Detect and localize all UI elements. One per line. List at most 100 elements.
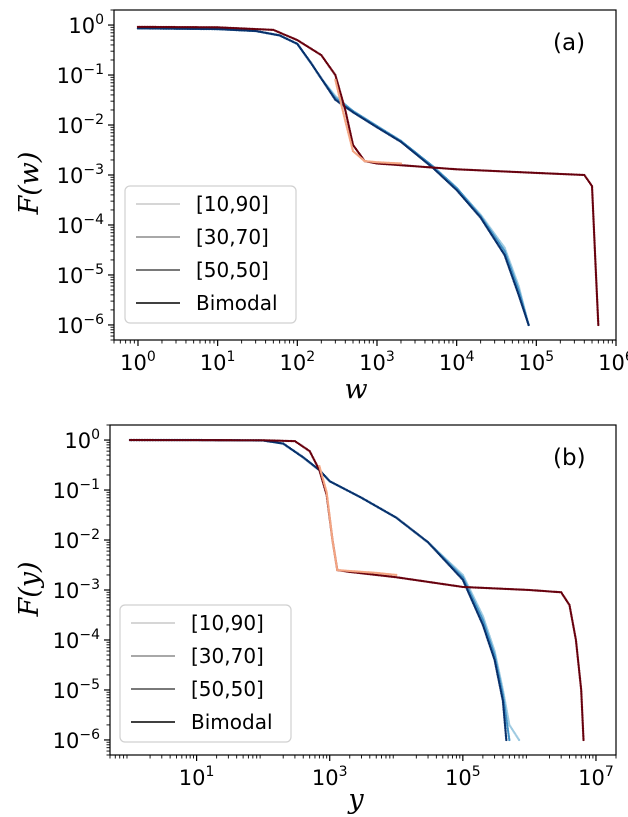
data-layer-a bbox=[136, 25, 600, 327]
x-tick-label: 103 bbox=[359, 349, 395, 375]
data-point bbox=[164, 438, 167, 442]
data-point bbox=[233, 439, 236, 442]
x-tick-label: 105 bbox=[445, 764, 481, 790]
y-tick-label: 10−2 bbox=[53, 527, 100, 553]
legend-label-bimodal-a: Bimodal bbox=[196, 291, 278, 315]
data-point bbox=[581, 721, 584, 724]
y-axis-label-a: F(w) bbox=[14, 152, 45, 216]
data-point bbox=[214, 26, 218, 29]
data-point bbox=[591, 202, 594, 205]
y-tick-label: 10−5 bbox=[57, 262, 104, 288]
data-point bbox=[581, 719, 584, 722]
data-point bbox=[593, 242, 596, 246]
data-point bbox=[189, 27, 192, 30]
data-point bbox=[581, 724, 584, 727]
y-tick-label: 10−3 bbox=[57, 162, 104, 188]
data-point bbox=[140, 25, 143, 29]
data-point bbox=[159, 25, 162, 29]
data-point bbox=[257, 439, 260, 442]
data-point bbox=[135, 438, 138, 442]
legend-box-b bbox=[119, 604, 292, 743]
data-point bbox=[591, 209, 595, 212]
x-tick-label: 102 bbox=[279, 349, 315, 375]
data-point bbox=[152, 25, 156, 29]
data-point bbox=[517, 738, 521, 742]
data-point bbox=[508, 738, 511, 742]
data-point bbox=[258, 439, 262, 442]
data-point bbox=[218, 439, 222, 442]
data-point bbox=[527, 323, 530, 327]
data-point bbox=[147, 25, 151, 29]
data-point bbox=[228, 439, 231, 442]
data-point bbox=[580, 704, 584, 708]
data-point bbox=[191, 27, 194, 30]
data-point bbox=[146, 25, 149, 29]
data-point bbox=[580, 692, 583, 695]
data-point bbox=[165, 438, 169, 442]
data-point bbox=[590, 186, 594, 189]
panel-label-a: (a) bbox=[553, 30, 585, 56]
data-point bbox=[221, 439, 225, 442]
data-point bbox=[157, 438, 161, 442]
data-point bbox=[185, 438, 188, 442]
data-point bbox=[580, 695, 583, 698]
data-point bbox=[208, 26, 211, 29]
data-point bbox=[582, 732, 585, 735]
x-tick-label: 103 bbox=[312, 764, 348, 790]
data-layer-b bbox=[128, 438, 585, 742]
legend-label-50-50-b: [50,50] bbox=[191, 677, 264, 701]
data-point bbox=[187, 26, 191, 29]
data-point bbox=[183, 438, 186, 442]
data-point bbox=[181, 27, 184, 30]
data-point bbox=[176, 25, 179, 29]
data-point bbox=[130, 438, 133, 442]
data-point bbox=[593, 233, 596, 236]
data-point bbox=[160, 25, 164, 29]
data-point bbox=[184, 27, 187, 30]
y-tick-label: 10−4 bbox=[57, 212, 104, 238]
data-point bbox=[188, 438, 191, 442]
data-point bbox=[204, 439, 207, 442]
data-point bbox=[580, 698, 583, 701]
data-point bbox=[165, 25, 168, 29]
data-point bbox=[245, 439, 249, 442]
data-point bbox=[138, 438, 141, 442]
y-tick-label: 10−6 bbox=[57, 312, 104, 338]
data-point bbox=[151, 25, 154, 29]
data-point bbox=[213, 26, 216, 29]
data-point bbox=[206, 27, 210, 31]
data-point bbox=[399, 162, 403, 165]
data-point bbox=[143, 25, 146, 29]
data-point bbox=[197, 439, 201, 442]
data-point bbox=[212, 439, 215, 442]
data-point bbox=[141, 25, 144, 29]
data-point bbox=[580, 703, 584, 706]
data-point bbox=[202, 27, 205, 31]
data-point bbox=[149, 438, 153, 442]
data-point bbox=[133, 438, 137, 442]
data-point bbox=[217, 439, 220, 442]
data-point bbox=[581, 716, 584, 719]
data-point bbox=[146, 438, 149, 442]
data-point bbox=[592, 226, 596, 229]
data-point bbox=[163, 25, 167, 29]
panel-b: 101 103 105 10710010−110−210−310−410−510−6 … bbox=[14, 424, 617, 815]
data-point bbox=[580, 706, 584, 709]
data-point bbox=[591, 196, 594, 199]
data-point bbox=[194, 439, 197, 442]
data-point bbox=[152, 438, 156, 442]
legend-a: [10,90] [30,70] [50,50] Bimodal bbox=[124, 185, 297, 324]
legend-label-10-90-b: [10,90] bbox=[191, 611, 264, 635]
data-point bbox=[181, 25, 184, 29]
data-point bbox=[178, 27, 181, 30]
data-point bbox=[198, 26, 202, 29]
data-point bbox=[184, 25, 187, 29]
data-point bbox=[136, 25, 140, 29]
data-point bbox=[229, 439, 233, 442]
data-point bbox=[214, 27, 218, 31]
y-tick-label: 10−6 bbox=[53, 727, 100, 753]
data-point bbox=[226, 439, 230, 442]
data-point bbox=[173, 25, 176, 29]
data-point bbox=[208, 27, 211, 31]
